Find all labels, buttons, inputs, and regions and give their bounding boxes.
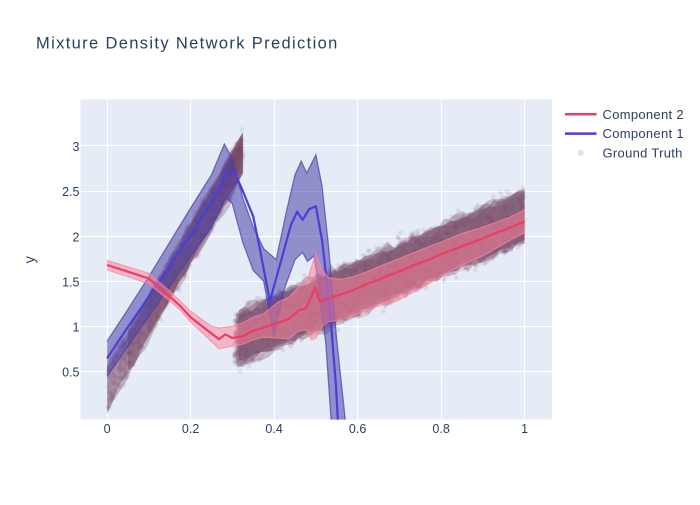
svg-text:3: 3 <box>73 140 80 154</box>
svg-text:1: 1 <box>73 321 80 335</box>
svg-text:Mixture Density Network Predic: Mixture Density Network Prediction <box>36 35 339 53</box>
svg-text:0.5: 0.5 <box>62 366 79 380</box>
svg-text:2: 2 <box>73 230 80 244</box>
svg-text:Ground Truth: Ground Truth <box>603 146 683 161</box>
svg-text:1.5: 1.5 <box>62 275 79 289</box>
svg-text:y: y <box>23 255 39 263</box>
svg-text:0.4: 0.4 <box>265 422 282 436</box>
svg-text:0: 0 <box>104 422 111 436</box>
svg-text:1: 1 <box>521 422 528 436</box>
svg-text:0.6: 0.6 <box>349 422 366 436</box>
svg-text:0.8: 0.8 <box>432 422 449 436</box>
svg-text:0.2: 0.2 <box>182 422 199 436</box>
svg-text:Component 1: Component 1 <box>603 126 684 141</box>
svg-text:2.5: 2.5 <box>62 185 79 199</box>
svg-text:Component 2: Component 2 <box>603 107 684 122</box>
